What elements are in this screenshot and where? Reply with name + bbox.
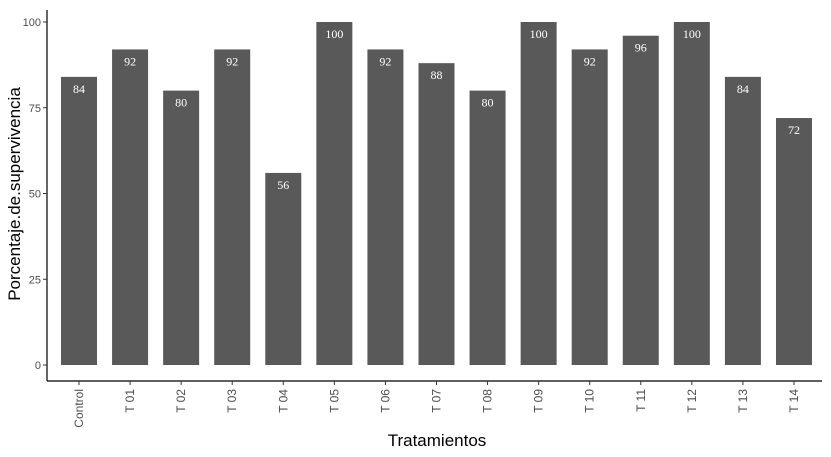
bar-value-label: 100 <box>683 27 701 41</box>
bar-t-03 <box>214 49 251 365</box>
bar-t-09 <box>520 22 557 365</box>
x-tick-label: T 08 <box>481 389 495 413</box>
x-tick-label: T 10 <box>583 389 597 413</box>
x-tick-label: T 12 <box>685 389 699 413</box>
bar-t-13 <box>724 76 761 365</box>
x-axis-title: Tratamientos <box>388 431 487 450</box>
data-labels-group: 84 92 80 92 56 100 92 88 80 100 92 96 100 84 72 <box>73 27 800 192</box>
bar-value-label: 80 <box>175 96 187 110</box>
y-axis-title: Porcentaje.de.supervivencia <box>5 87 24 301</box>
y-tick-label: 100 <box>23 17 41 29</box>
bar-value-label: 72 <box>788 123 800 137</box>
bar-t-06 <box>367 49 404 365</box>
bar-value-label: 84 <box>737 82 749 96</box>
x-tick-label: T 03 <box>225 389 239 413</box>
y-axis-ticks: 0 25 50 75 100 <box>23 17 47 372</box>
bar-value-label: 56 <box>277 178 289 192</box>
bar-t-08 <box>469 90 506 365</box>
bar-value-label: 100 <box>530 27 548 41</box>
bar-value-label: 84 <box>73 82 85 96</box>
x-tick-label: Control <box>72 389 86 428</box>
bar-control <box>61 76 97 365</box>
bar-t-01 <box>112 49 149 365</box>
bar-value-label: 88 <box>430 68 442 82</box>
bar-t-14 <box>775 118 812 365</box>
y-tick-label: 50 <box>29 189 41 201</box>
bars-group <box>61 22 812 365</box>
x-tick-label: T 02 <box>174 389 188 413</box>
bar-value-label: 100 <box>325 27 343 41</box>
x-tick-label: T 14 <box>787 389 801 413</box>
bar-value-label: 92 <box>226 54 238 68</box>
y-tick-label: 25 <box>29 274 41 286</box>
bar-t-12 <box>673 22 710 365</box>
x-tick-label: T 11 <box>634 389 648 412</box>
bar-t-11 <box>622 35 659 365</box>
bar-t-04 <box>265 172 302 365</box>
y-tick-label: 0 <box>35 360 41 372</box>
y-tick-label: 75 <box>29 103 41 115</box>
x-tick-label: T 04 <box>276 389 290 413</box>
bar-t-07 <box>418 63 455 365</box>
bar-t-02 <box>163 90 200 365</box>
bar-t-10 <box>571 49 608 365</box>
bar-t-05 <box>316 22 353 365</box>
x-tick-label: T 09 <box>532 389 546 413</box>
bar-value-label: 80 <box>482 96 494 110</box>
x-tick-label: T 07 <box>429 389 443 413</box>
x-tick-label: T 01 <box>123 389 137 413</box>
x-axis-ticks: Control T 01 T 02 T 03 T 04 T 05 T 06 T 07 T 08 T… <box>72 381 801 428</box>
x-tick-label: T 06 <box>378 389 392 413</box>
bar-value-label: 92 <box>584 54 596 68</box>
bar-value-label: 92 <box>124 54 136 68</box>
x-tick-label: T 05 <box>327 389 341 413</box>
x-tick-label: T 13 <box>736 389 750 413</box>
bar-value-label: 92 <box>379 54 391 68</box>
bar-value-label: 96 <box>635 41 647 55</box>
